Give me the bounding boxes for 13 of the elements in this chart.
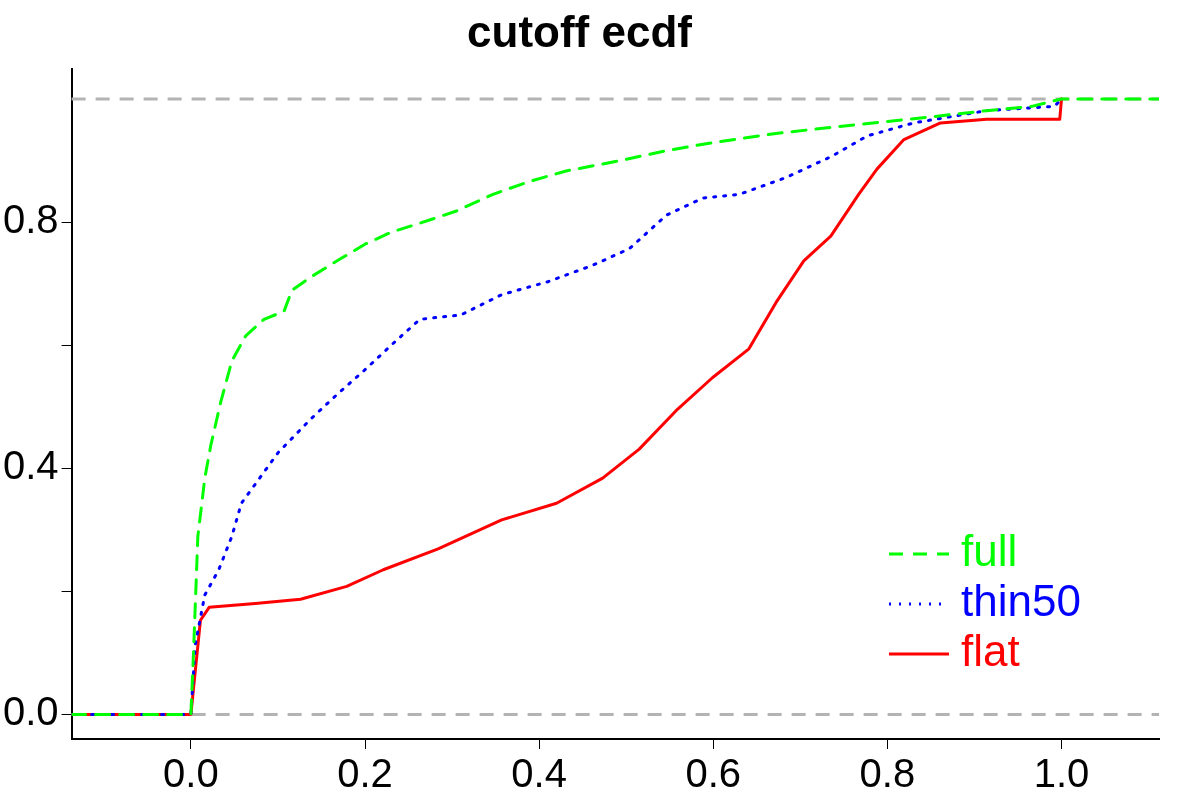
y-tick-label: 0.8 [3, 197, 59, 242]
x-tick-label: 0.2 [337, 751, 393, 796]
x-tick-label: 0.4 [511, 751, 567, 796]
legend-label: thin50 [961, 576, 1081, 626]
y-tick-label: 0.4 [3, 443, 59, 488]
chart-title: cutoff ecdf [467, 6, 693, 56]
x-tick-label: 0.8 [859, 751, 916, 796]
x-tick-label: 0.0 [163, 751, 219, 796]
x-tick-label: 1.0 [1033, 751, 1090, 796]
x-tick-label: 0.6 [685, 751, 742, 796]
y-tick-label: 0.0 [3, 689, 59, 734]
legend-label: full [961, 526, 1018, 576]
legend-label: flat [961, 626, 1020, 676]
